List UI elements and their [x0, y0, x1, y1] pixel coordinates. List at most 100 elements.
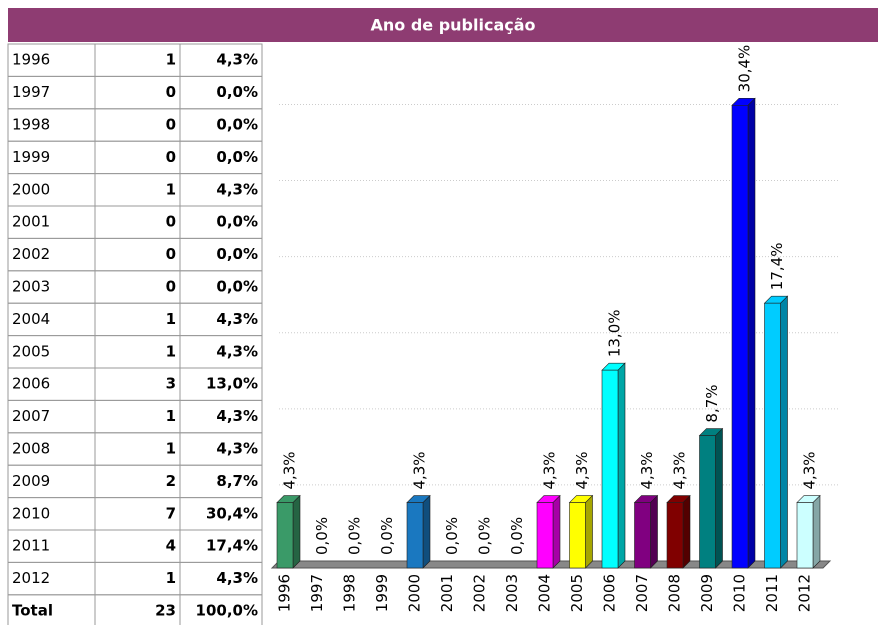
value-label: 4,3%	[281, 451, 299, 489]
cell-percent: 4,3%	[216, 342, 258, 360]
x-tick-label: 2002	[471, 574, 489, 612]
cell-percent: 4,3%	[216, 180, 258, 198]
value-label: 0,0%	[443, 517, 461, 555]
x-tick-label: 1997	[308, 574, 326, 612]
cell-label: 1999	[12, 148, 50, 166]
cell-label: 2004	[12, 310, 50, 328]
cell-percent: 0,0%	[216, 278, 258, 296]
cell-label: 2005	[12, 342, 50, 360]
cell-percent: 0,0%	[216, 83, 258, 101]
x-tick-label: 2008	[666, 574, 684, 612]
x-tick-label: 2012	[796, 574, 814, 612]
cell-count: 1	[166, 440, 176, 458]
x-tick-label: 2004	[536, 574, 554, 612]
cell-count: 0	[166, 116, 176, 134]
x-tick-label: 1998	[341, 574, 359, 612]
cell-count: 2	[166, 472, 176, 490]
cell-count: 0	[166, 148, 176, 166]
cell-percent: 0,0%	[216, 213, 258, 231]
bar-side-shade	[650, 495, 658, 568]
bar	[569, 502, 586, 569]
x-tick-label: 2006	[601, 574, 619, 612]
cell-label: 2007	[12, 407, 50, 425]
value-label: 4,3%	[541, 451, 559, 489]
value-label: 8,7%	[703, 384, 721, 422]
value-label: 0,0%	[378, 517, 396, 555]
cell-count: 3	[166, 375, 176, 393]
value-label: 0,0%	[313, 517, 331, 555]
cell-percent: 0,0%	[216, 116, 258, 134]
value-label: 0,0%	[508, 517, 526, 555]
x-tick-label: 2010	[731, 574, 749, 612]
x-tick-label: 2003	[503, 574, 521, 612]
cell-percent: 100,0%	[196, 602, 258, 620]
value-label: 13,0%	[606, 310, 624, 358]
cell-label: 2012	[12, 569, 50, 587]
cell-percent: 17,4%	[206, 537, 258, 555]
bar-side-shade	[780, 296, 788, 568]
cell-count: 0	[166, 245, 176, 263]
cell-percent: 4,3%	[216, 407, 258, 425]
bar	[406, 502, 424, 569]
bar-side-shade	[748, 98, 755, 568]
bar	[666, 502, 684, 569]
x-tick-label: 2001	[438, 574, 456, 612]
cell-count: 7	[166, 504, 176, 522]
cell-label: 2002	[12, 245, 50, 263]
bar-side-shade	[683, 495, 690, 568]
value-label: 17,4%	[768, 243, 786, 291]
x-tick-label: 1996	[276, 574, 294, 612]
cell-percent: 0,0%	[216, 148, 258, 166]
cell-count: 1	[166, 310, 176, 328]
cell-label: Total	[12, 602, 53, 620]
value-label: 4,3%	[573, 451, 591, 489]
value-label: 4,3%	[638, 451, 656, 489]
cell-count: 0	[166, 213, 176, 231]
bar	[536, 502, 554, 569]
value-label: 4,3%	[671, 451, 689, 489]
cell-count: 1	[166, 342, 176, 360]
x-tick-label: 2011	[763, 574, 781, 612]
cell-count: 0	[166, 83, 176, 101]
cell-count: 1	[166, 407, 176, 425]
cell-label: 2010	[12, 504, 50, 522]
cell-percent: 30,4%	[206, 504, 258, 522]
x-tick-label: 2007	[633, 574, 651, 612]
table-row	[7, 594, 263, 625]
cell-percent: 4,3%	[216, 440, 258, 458]
cell-percent: 8,7%	[216, 472, 258, 490]
bar	[276, 502, 294, 569]
value-label: 4,3%	[801, 451, 819, 489]
cell-label: 2006	[12, 375, 50, 393]
bar	[764, 302, 781, 569]
bar-side-shade	[585, 495, 593, 568]
cell-label: 2008	[12, 440, 50, 458]
bar	[796, 502, 814, 569]
bar-side-shade	[618, 363, 625, 568]
cell-label: 2000	[12, 180, 50, 198]
bar	[601, 369, 619, 569]
cell-percent: 4,3%	[216, 569, 258, 587]
x-tick-label: 2009	[698, 574, 716, 612]
cell-count: 1	[166, 51, 176, 69]
cell-label: 1997	[12, 83, 50, 101]
bar	[699, 435, 716, 569]
header-title: Ano de publicação	[370, 16, 535, 35]
cell-count: 4	[166, 537, 176, 555]
cell-label: 1998	[12, 116, 50, 134]
cell-count: 1	[166, 180, 176, 198]
x-tick-label: 1999	[373, 574, 391, 612]
cell-percent: 4,3%	[216, 310, 258, 328]
cell-percent: 4,3%	[216, 51, 258, 69]
cell-label: 2011	[12, 537, 50, 555]
cell-percent: 13,0%	[206, 375, 258, 393]
value-label: 4,3%	[411, 451, 429, 489]
value-label: 30,4%	[736, 45, 754, 93]
cell-label: 2003	[12, 278, 50, 296]
bar-side-shade	[715, 428, 723, 568]
cell-count: 1	[166, 569, 176, 587]
cell-percent: 0,0%	[216, 245, 258, 263]
bar-side-shade	[553, 495, 560, 568]
header-bar	[8, 8, 878, 42]
